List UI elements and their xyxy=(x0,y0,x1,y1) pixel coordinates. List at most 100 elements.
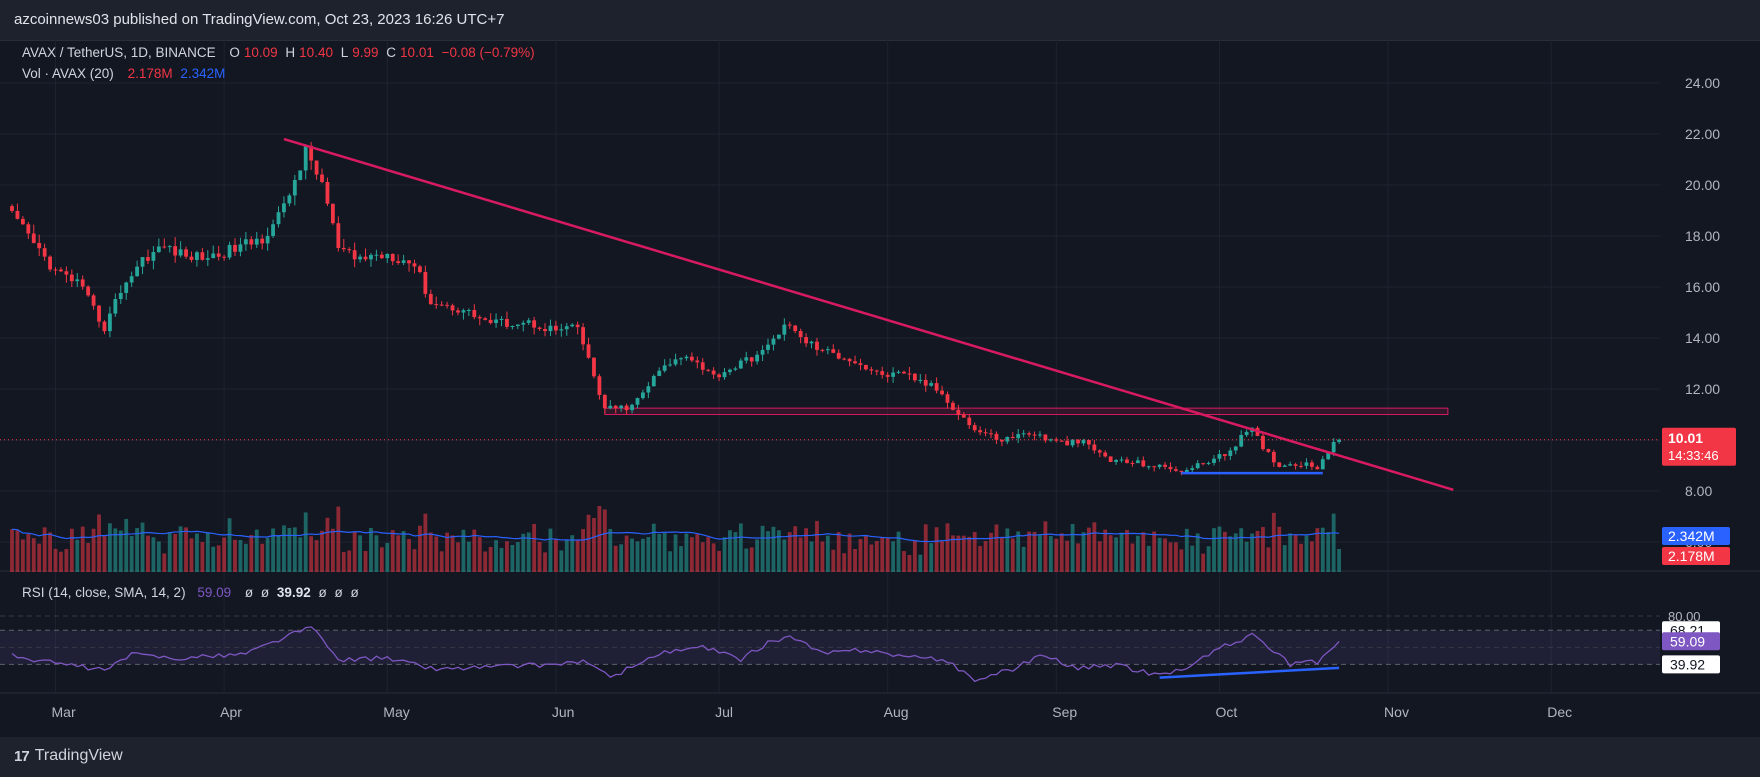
volume-bar xyxy=(113,528,118,572)
volume-bar xyxy=(53,548,58,572)
volume-bar xyxy=(1174,542,1178,572)
volume-bar xyxy=(129,536,134,572)
volume-ma-label: 2.342M xyxy=(1668,528,1715,544)
volume-bar xyxy=(483,551,488,572)
candle-body xyxy=(303,145,308,171)
volume-bar xyxy=(1293,534,1298,572)
candle-body xyxy=(831,349,836,353)
volume-bar xyxy=(336,506,341,572)
volume-bar xyxy=(695,534,700,572)
candle-body xyxy=(999,439,1004,442)
candle-body xyxy=(205,258,210,260)
resistance-zone-layer xyxy=(604,407,1449,416)
volume-bar xyxy=(494,540,498,572)
candle-body xyxy=(776,334,781,339)
volume-bar xyxy=(766,531,770,572)
volume-bar xyxy=(662,533,667,572)
candle-body xyxy=(97,305,101,322)
candle-body xyxy=(156,246,161,253)
volume-bar xyxy=(91,528,96,572)
volume-bar xyxy=(243,543,248,572)
volume-bar xyxy=(1282,545,1287,572)
candle-body xyxy=(26,224,31,234)
price-chart[interactable]: 24.0022.0020.0018.0016.0014.0012.0010.00… xyxy=(0,40,1760,737)
volume-bar xyxy=(1125,530,1129,572)
candle-body xyxy=(1326,452,1331,460)
candle-body xyxy=(1130,462,1135,464)
volume-bar xyxy=(428,532,433,572)
volume-bar xyxy=(1190,545,1195,572)
volume-bar xyxy=(1087,527,1091,572)
tradingview-logo[interactable]: 17 TradingView xyxy=(14,747,123,765)
volume-bar xyxy=(613,545,618,572)
volume-bar xyxy=(1021,546,1026,572)
candle-body xyxy=(766,344,770,350)
volume-bar xyxy=(184,527,188,572)
candle-body xyxy=(1282,465,1287,467)
candle-body xyxy=(744,357,749,361)
volume-bar xyxy=(515,542,520,572)
volume-bar xyxy=(265,537,270,572)
candle-body xyxy=(1277,462,1282,467)
candle-body xyxy=(396,261,401,263)
candle-body xyxy=(488,319,493,324)
x-tick-label: Apr xyxy=(220,704,242,720)
volume-bar xyxy=(298,537,303,572)
volume-bar xyxy=(1027,531,1031,572)
volume-bar xyxy=(162,553,167,572)
symbol-label[interactable]: AVAX / TetherUS, 1D, BINANCE xyxy=(22,45,216,60)
candle-body xyxy=(178,249,183,256)
volume-bar xyxy=(543,552,547,572)
candle-body xyxy=(1059,440,1064,442)
volume-bar xyxy=(983,541,988,572)
volume-bar xyxy=(858,539,863,572)
candle-body xyxy=(597,376,602,395)
candle-body xyxy=(309,145,314,161)
rsi-label[interactable]: RSI (14, close, SMA, 14, 2) xyxy=(22,585,186,600)
volume-bar xyxy=(1135,535,1140,572)
candle-body xyxy=(184,249,188,257)
candle-body xyxy=(1212,458,1216,463)
candle-body xyxy=(379,254,384,259)
y-tick-label: 12.00 xyxy=(1685,381,1720,397)
candle-body xyxy=(249,239,254,245)
candle-body xyxy=(1010,436,1015,439)
volume-label[interactable]: Vol · AVAX (20) xyxy=(22,66,114,81)
volume-bar xyxy=(989,532,993,572)
candle-body xyxy=(815,341,819,350)
candle-body xyxy=(369,254,373,260)
candle-body xyxy=(891,372,896,377)
volume-bar xyxy=(211,546,216,572)
candle-body xyxy=(869,369,874,371)
volume-bar xyxy=(341,552,346,572)
candle-body xyxy=(59,269,63,272)
candle-body xyxy=(1304,462,1309,466)
volume-bar xyxy=(1304,535,1309,572)
volume-bar xyxy=(1048,536,1053,572)
volume-bar xyxy=(1038,534,1042,572)
volume-bar xyxy=(874,541,879,572)
rsi-line xyxy=(11,626,1340,683)
last-price-label: 10.01 xyxy=(1668,430,1703,446)
candle-body xyxy=(749,357,754,362)
candle-body xyxy=(102,321,107,332)
candle-body xyxy=(1201,463,1206,465)
close-value: 10.01 xyxy=(400,45,434,60)
volume-bar xyxy=(885,537,890,572)
volume-bar xyxy=(624,535,629,572)
volume-bar xyxy=(499,547,504,572)
volume-bar xyxy=(923,524,928,572)
candle-body xyxy=(641,392,645,399)
rsi-na-3: ø xyxy=(318,585,327,600)
volume-bar xyxy=(978,546,983,572)
volume-bar xyxy=(945,523,950,572)
candle-body xyxy=(1239,435,1244,447)
candle-body xyxy=(1168,466,1173,470)
last-price-badge xyxy=(1662,427,1736,466)
candle-body xyxy=(548,325,553,332)
volume-bar xyxy=(330,528,335,572)
volume-bar xyxy=(1065,540,1070,572)
candle-body xyxy=(271,224,275,236)
candle-body xyxy=(445,304,450,306)
candle-body xyxy=(728,369,732,373)
